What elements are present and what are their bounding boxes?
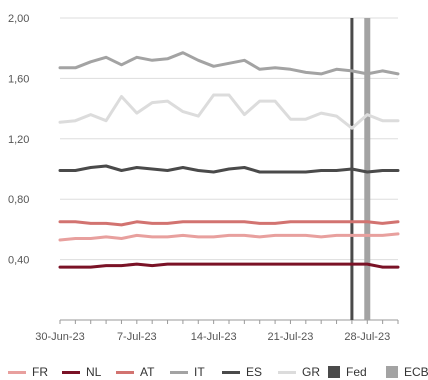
x-tick-label: 14-Jul-23 <box>191 331 237 343</box>
y-tick-label: 0,80 <box>8 194 29 206</box>
legend-swatch <box>328 366 340 378</box>
series-line-fr <box>58 232 400 242</box>
legend-label: IT <box>194 365 205 379</box>
legend-item-at: AT <box>116 365 154 379</box>
legend-label: NL <box>86 365 102 379</box>
legend-item-it: IT <box>170 365 205 379</box>
y-tick-label: 0,40 <box>8 255 29 267</box>
series-line-it <box>58 51 400 76</box>
vbar-ecb <box>364 18 371 320</box>
legend-item-ecb: ECB <box>386 365 428 379</box>
legend-label: ECB <box>404 365 428 379</box>
legend-item-nl: NL <box>62 365 101 379</box>
y-tick-label: 1,20 <box>8 134 29 146</box>
y-tick-label: 2,00 <box>8 13 29 25</box>
legend-swatch <box>222 370 240 374</box>
x-tick-label: 7-Jul-23 <box>117 331 157 343</box>
legend-item-fr: FR <box>8 365 48 379</box>
legend-item-fed: Fed <box>328 365 367 379</box>
legend-label: FR <box>32 365 48 379</box>
legend-swatch <box>278 370 296 374</box>
legend-swatch <box>62 370 80 374</box>
legend-label: AT <box>140 365 155 379</box>
series-line-at <box>58 220 400 227</box>
legend-swatch <box>386 366 398 378</box>
legend-label: Fed <box>346 365 367 379</box>
series-line-gr <box>58 93 400 130</box>
legend-swatch <box>8 370 26 374</box>
series-line-es <box>58 164 400 174</box>
legend-swatch <box>170 370 188 374</box>
legend-label: ES <box>246 365 263 379</box>
legend: FR NL AT IT ES GR Fed ECB <box>0 362 428 380</box>
legend-item-gr: GR <box>278 365 320 379</box>
legend-swatch <box>116 370 134 374</box>
x-tick-label: 21-Jul-23 <box>268 331 314 343</box>
legend-label: GR <box>302 365 320 379</box>
legend-item-es: ES <box>222 365 262 379</box>
x-tick-label: 30-Jun-23 <box>35 331 85 343</box>
y-tick-label: 1,60 <box>8 73 29 85</box>
x-tick-label: 28-Jul-23 <box>344 331 390 343</box>
line-chart: 0,40 0,80 1,20 1,60 2,00 30-Jun-23 7-Jul-23 14-… <box>8 13 400 343</box>
series-line-nl <box>58 262 400 269</box>
